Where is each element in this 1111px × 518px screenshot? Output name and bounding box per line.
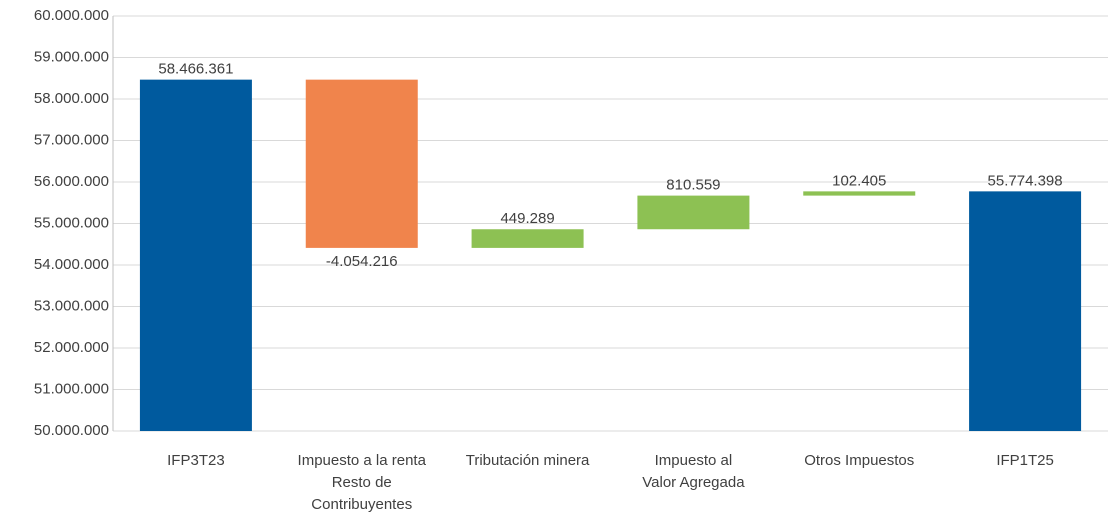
x-tick-label: Tributación minera: [466, 452, 590, 469]
y-tick-label: 60.000.000: [34, 7, 109, 24]
y-tick-label: 57.000.000: [34, 131, 109, 148]
y-tick-label: 56.000.000: [34, 173, 109, 190]
x-tick-label: Impuesto a la renta: [298, 452, 427, 469]
x-tick-label: IFP3T23: [167, 452, 225, 469]
y-tick-label: 51.000.000: [34, 380, 109, 397]
y-tick-label: 52.000.000: [34, 339, 109, 356]
value-label: 58.466.361: [158, 61, 233, 78]
value-label: 449.289: [500, 210, 554, 227]
bar: [969, 191, 1082, 431]
x-tick-label: Valor Agregada: [642, 474, 745, 491]
bar: [637, 195, 750, 230]
value-label: 55.774.398: [988, 172, 1063, 189]
y-tick-label: 50.000.000: [34, 422, 109, 439]
value-label: -4.054.216: [326, 253, 398, 270]
value-label: 810.559: [666, 177, 720, 194]
bar: [803, 191, 916, 196]
y-tick-label: 55.000.000: [34, 214, 109, 231]
value-label: 102.405: [832, 172, 886, 189]
x-tick-label: Impuesto al: [655, 452, 733, 469]
x-tick-label: Otros Impuestos: [804, 452, 914, 469]
y-tick-label: 58.000.000: [34, 90, 109, 107]
x-tick-label: Resto de: [332, 474, 392, 491]
x-tick-label: IFP1T25: [996, 452, 1054, 469]
bar: [471, 229, 584, 248]
y-tick-label: 54.000.000: [34, 256, 109, 273]
y-tick-label: 59.000.000: [34, 48, 109, 65]
bar: [305, 79, 418, 248]
bar: [139, 79, 252, 431]
x-tick-label: Contribuyentes: [311, 496, 412, 513]
y-tick-label: 53.000.000: [34, 297, 109, 314]
